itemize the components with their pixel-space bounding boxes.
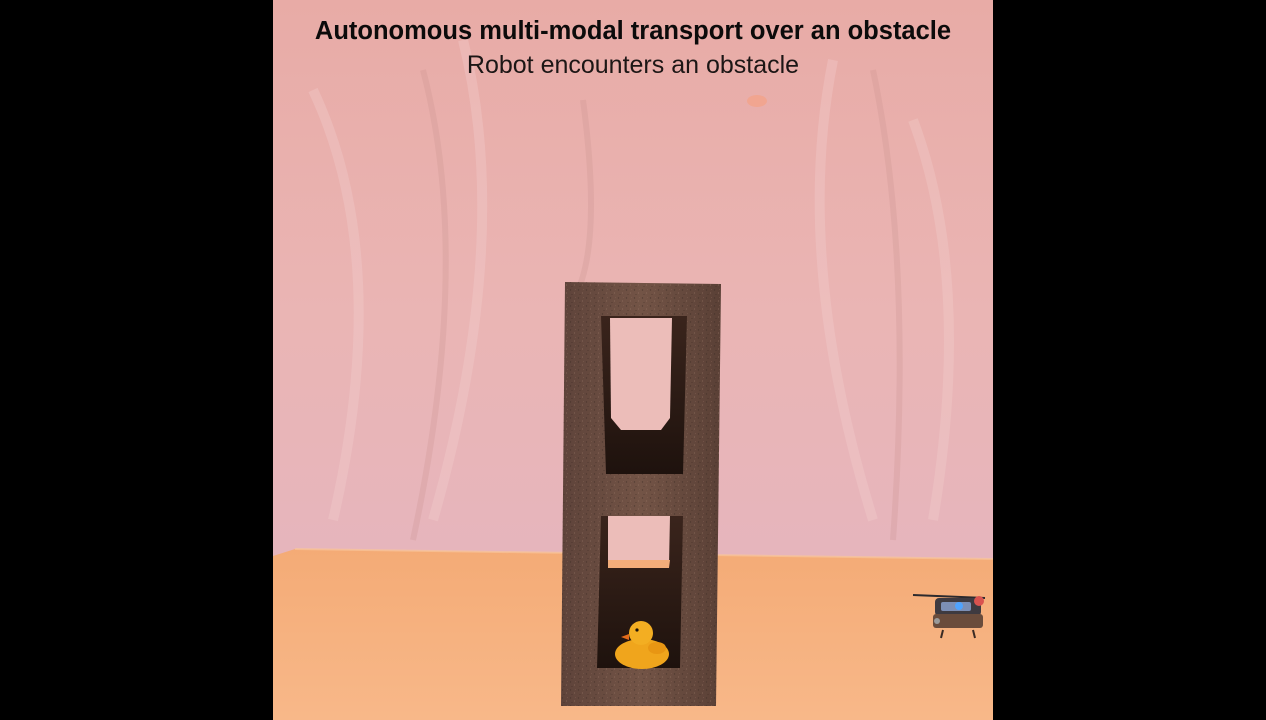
scene-image [273,0,993,720]
quadrotor-robot [912,594,986,639]
video-viewport: Autonomous multi-modal transport over an… [273,0,993,720]
cinder-block [561,282,721,706]
video-subtitle: Robot encounters an obstacle [466,51,800,79]
rubber-duck [615,621,669,669]
video-title: Autonomous multi-modal transport over an… [314,17,952,45]
